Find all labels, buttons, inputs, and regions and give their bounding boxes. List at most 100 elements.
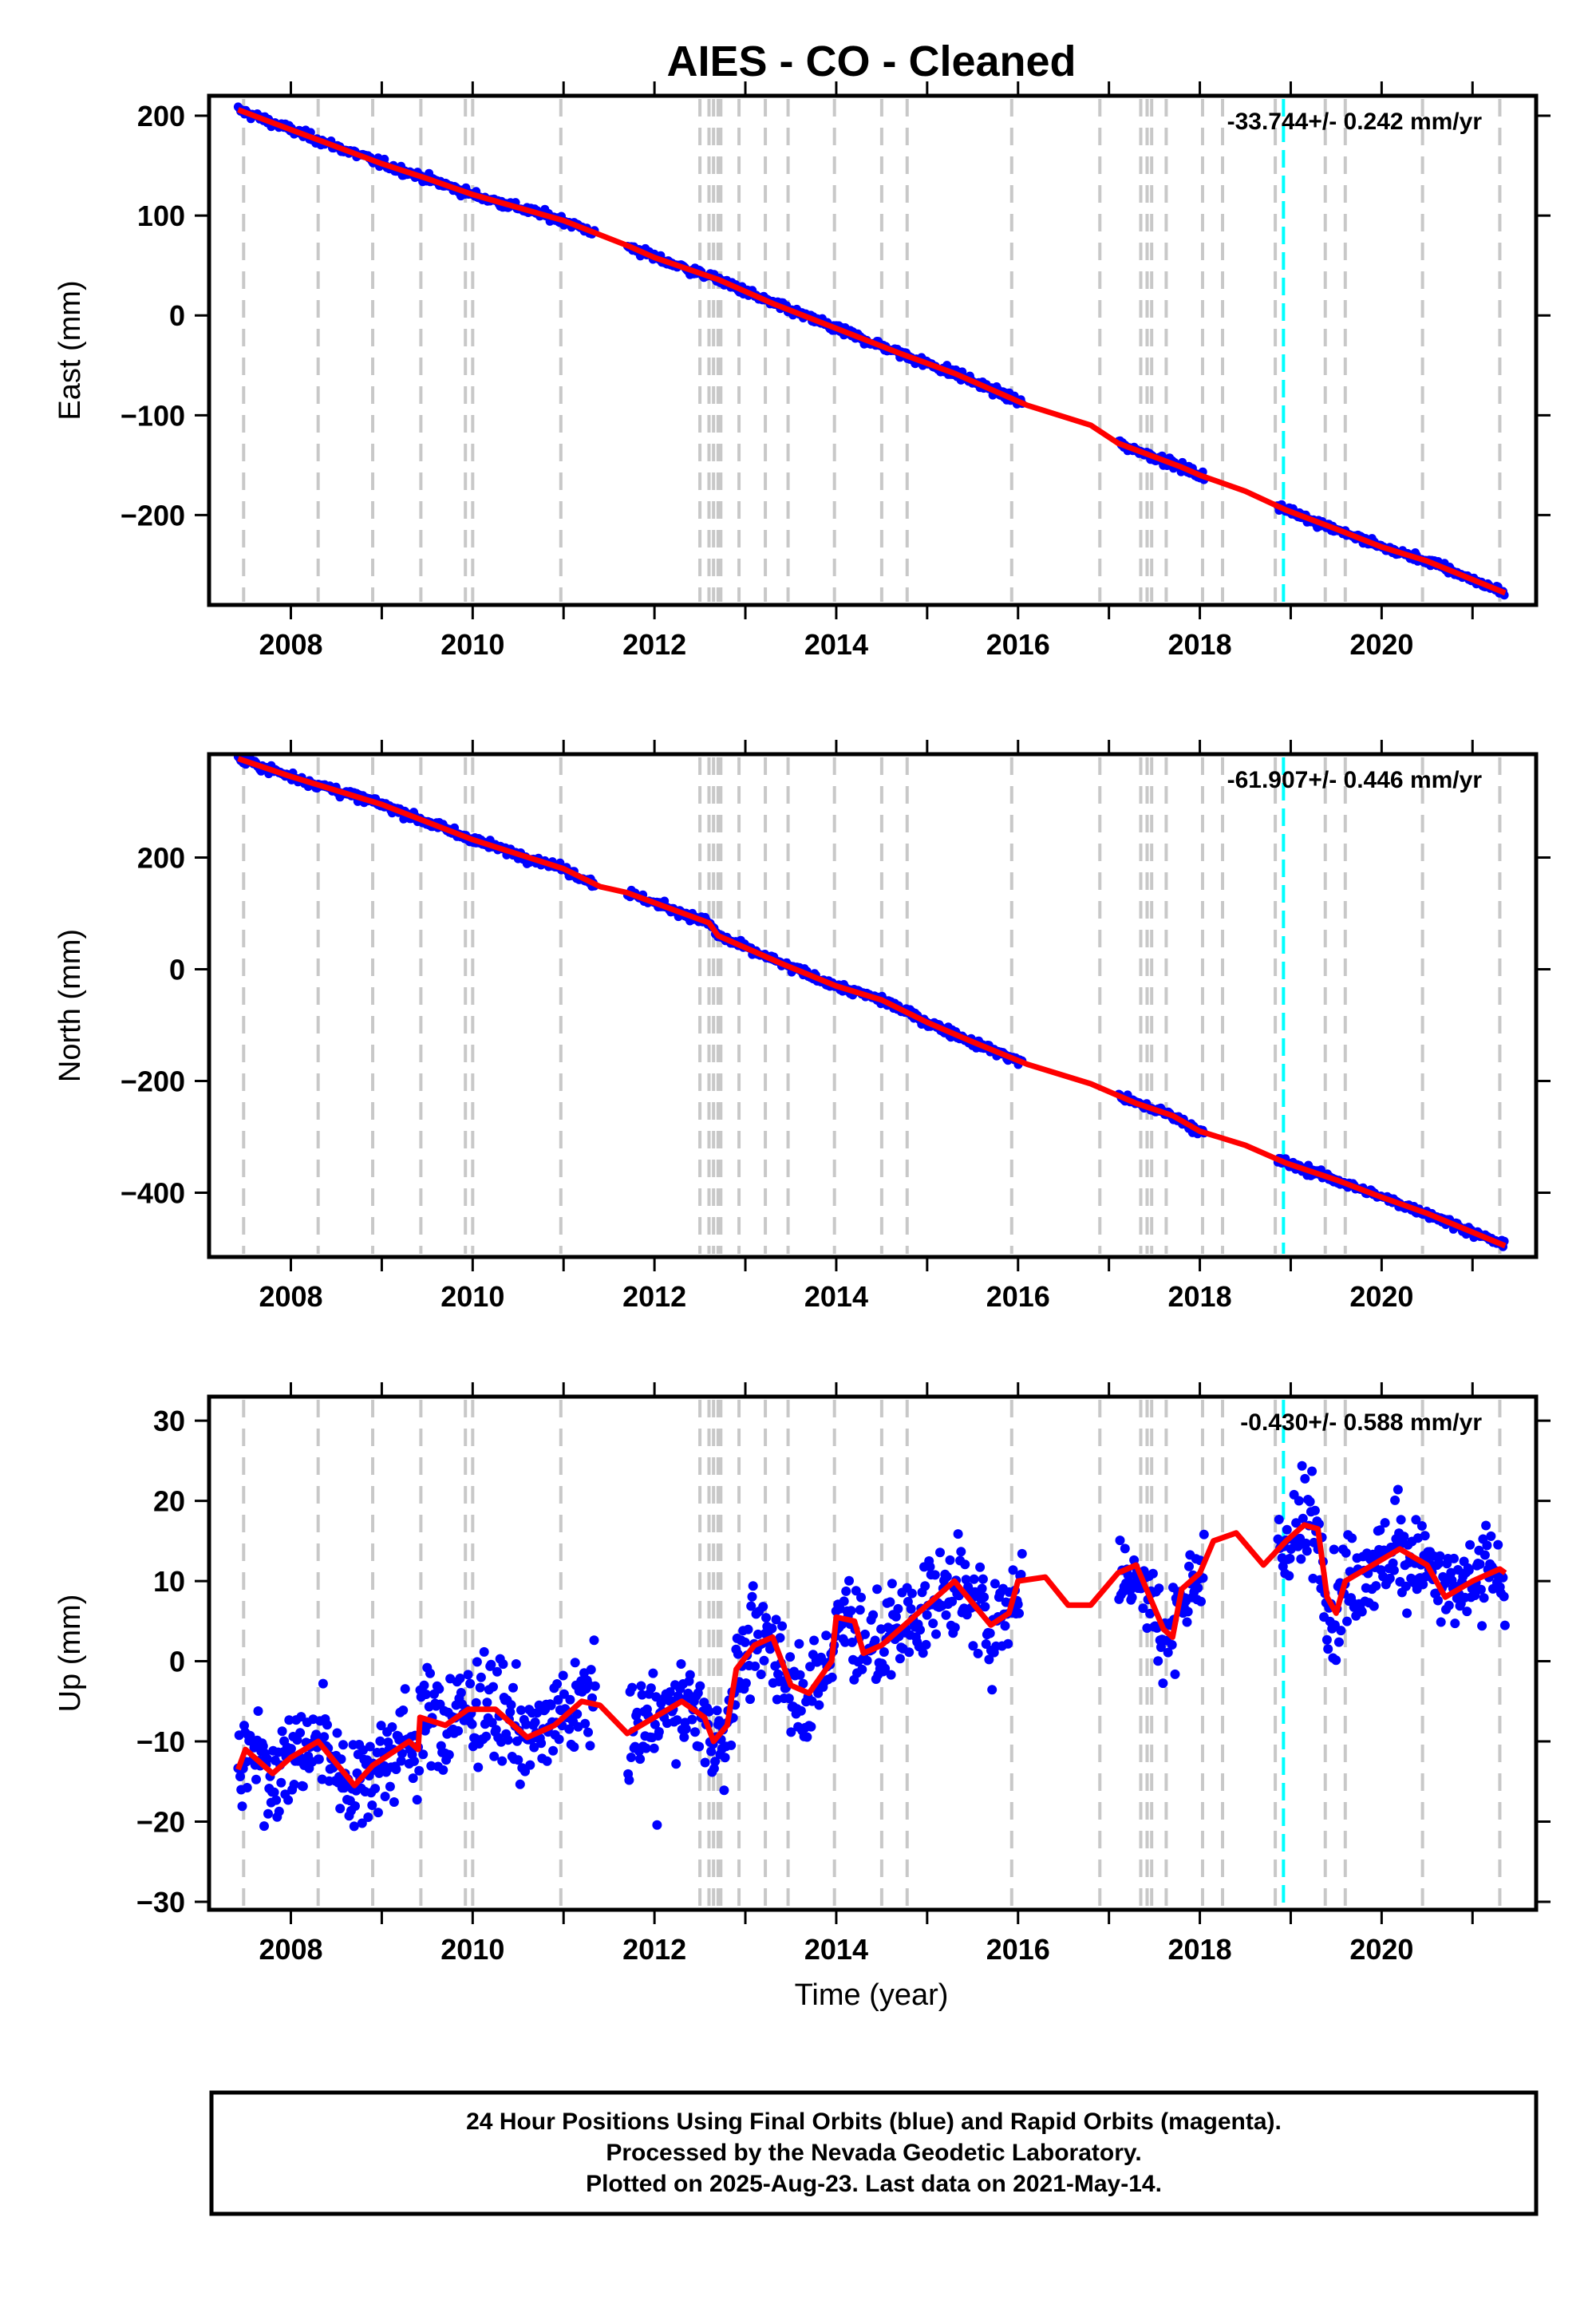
x-tick-label: 2014: [804, 1280, 868, 1313]
data-point: [1158, 1678, 1168, 1689]
data-point: [893, 1603, 903, 1614]
data-point: [847, 1637, 857, 1647]
data-point: [296, 1712, 306, 1722]
data-point: [636, 1681, 646, 1691]
y-tick-label: −100: [120, 399, 185, 432]
data-point: [978, 1574, 988, 1584]
rate-label: -0.430+/- 0.588 mm/yr: [1240, 1409, 1482, 1436]
data-point: [586, 1665, 596, 1675]
data-point: [1296, 1554, 1306, 1564]
x-tick-label: 2016: [986, 1280, 1050, 1313]
footer-line-3: Plotted on 2025-Aug-23. Last data on 202…: [586, 2171, 1162, 2197]
data-point: [298, 1781, 308, 1792]
data-point: [809, 1635, 820, 1646]
data-point: [1465, 1539, 1476, 1550]
data-point: [465, 1678, 476, 1689]
data-point: [434, 1684, 444, 1694]
data-point: [453, 1725, 464, 1736]
data-point: [1380, 1518, 1390, 1528]
data-point: [745, 1694, 755, 1705]
data-point: [1285, 1553, 1295, 1563]
data-point: [771, 1615, 781, 1625]
x-tick-label: 2012: [622, 628, 686, 661]
data-point: [1453, 1565, 1463, 1575]
x-tick-label: 2016: [986, 628, 1050, 661]
data-point: [546, 1700, 556, 1710]
data-point: [335, 1804, 346, 1814]
data-point: [1493, 1539, 1503, 1550]
data-point: [289, 1780, 299, 1789]
data-point: [481, 1731, 492, 1741]
data-point: [1347, 1533, 1357, 1543]
data-point: [418, 1749, 429, 1760]
x-tick-label: 2018: [1168, 628, 1232, 661]
x-tick-label: 2010: [440, 1280, 504, 1313]
data-point: [759, 1655, 769, 1666]
y-tick-label: −200: [120, 499, 185, 532]
data-point: [880, 1663, 891, 1674]
data-point: [712, 1705, 722, 1716]
data-point: [487, 1717, 497, 1728]
data-point: [482, 1698, 492, 1708]
data-point: [1282, 1524, 1292, 1535]
x-tick-label: 2018: [1168, 1280, 1232, 1313]
y-axis-label: East (mm): [53, 280, 87, 420]
data-point: [750, 1661, 760, 1671]
data-point: [935, 1547, 945, 1558]
rate-label: -61.907+/- 0.446 mm/yr: [1227, 767, 1483, 793]
data-point: [1342, 1616, 1352, 1626]
data-point: [1163, 1647, 1173, 1658]
data-point: [1475, 1559, 1485, 1569]
data-point: [1017, 1548, 1027, 1559]
data-point: [251, 1774, 261, 1784]
data-point: [506, 1700, 516, 1710]
data-point: [802, 1732, 812, 1742]
y-tick-label: 10: [153, 1565, 185, 1598]
data-point: [765, 1644, 775, 1654]
data-point: [756, 1670, 766, 1679]
data-point: [918, 1648, 928, 1658]
data-point: [274, 1806, 284, 1816]
data-point: [685, 1670, 695, 1680]
data-point: [671, 1759, 681, 1769]
data-point: [263, 1808, 273, 1819]
data-point: [747, 1591, 757, 1602]
data-point: [259, 1821, 269, 1832]
data-point: [1154, 1583, 1164, 1594]
rate-label: -33.744+/- 0.242 mm/yr: [1227, 109, 1483, 135]
data-point: [271, 1795, 282, 1805]
y-tick-label: 0: [169, 954, 185, 986]
data-point: [322, 1720, 332, 1730]
data-point: [350, 1801, 360, 1811]
data-point: [1390, 1495, 1400, 1505]
data-point: [548, 1745, 559, 1756]
data-point: [408, 1773, 418, 1784]
data-point: [641, 1743, 651, 1753]
data-point: [726, 1740, 737, 1750]
data-point: [471, 1698, 481, 1708]
data-point: [559, 1689, 569, 1699]
data-point: [1301, 1538, 1311, 1548]
data-point: [1470, 1591, 1480, 1600]
y-tick-label: −10: [136, 1725, 185, 1758]
data-point: [906, 1604, 916, 1614]
panel-up: 2008 2010 2012 2014 2016 2018 2020 −30 −20 −10 0 10…: [53, 1382, 1551, 1966]
data-point: [1479, 1593, 1489, 1603]
data-point: [1357, 1607, 1367, 1617]
data-point: [1003, 1638, 1013, 1649]
data-point: [1323, 1644, 1333, 1654]
data-point: [887, 1579, 897, 1589]
y-axis: −400 −200 0 200: [120, 842, 1551, 1210]
data-point: [1435, 1551, 1445, 1561]
data-point: [425, 1668, 435, 1678]
data-point: [777, 1621, 788, 1631]
data-point: [795, 1670, 805, 1680]
data-point: [942, 1571, 952, 1582]
plot-frame: [207, 93, 1539, 607]
data-point: [665, 1687, 675, 1698]
y-tick-label: −200: [120, 1065, 185, 1098]
data-point: [513, 1755, 523, 1765]
data-point: [672, 1715, 682, 1725]
data-point: [1182, 1617, 1192, 1627]
data-point: [743, 1624, 753, 1634]
